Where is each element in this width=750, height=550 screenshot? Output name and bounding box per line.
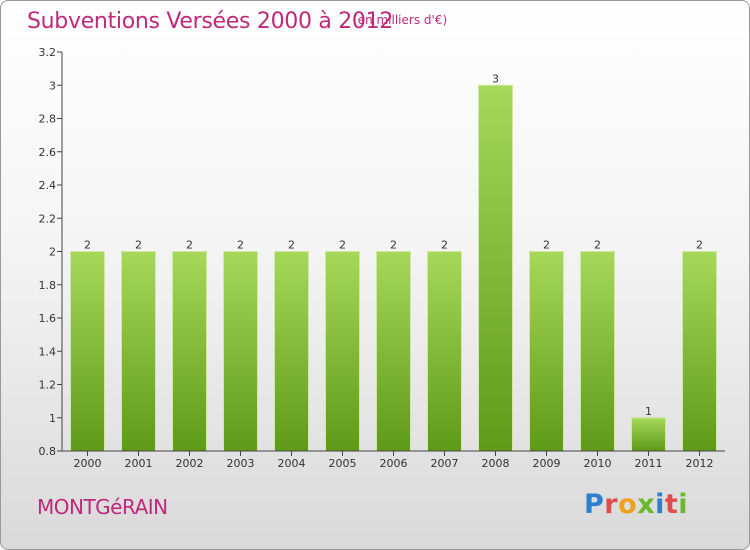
y-tick-label: 2.6 (39, 146, 57, 159)
x-tick-label: 2010 (584, 457, 612, 470)
logo-letter: P (584, 489, 605, 520)
data-label: 2 (594, 239, 601, 252)
data-label: 2 (543, 239, 550, 252)
y-tick-label: 1.6 (39, 312, 57, 325)
bar (427, 251, 462, 452)
logo-letter: i (678, 489, 689, 520)
logo-letter: i (655, 489, 665, 520)
proxiti-logo[interactable]: Proxiti (584, 489, 688, 520)
y-tick-label: 1 (49, 412, 56, 425)
x-tick-label: 2008 (482, 457, 510, 470)
data-label: 3 (492, 72, 499, 85)
data-label: 1 (645, 405, 652, 418)
bar (478, 84, 513, 452)
data-label: 2 (339, 239, 346, 252)
y-tick-label: 2 (49, 246, 56, 259)
data-label: 2 (135, 239, 142, 252)
y-tick-label: 2.8 (39, 113, 57, 126)
y-tick-label: 1.2 (39, 379, 57, 392)
bar (529, 251, 564, 452)
x-tick-label: 2005 (329, 457, 357, 470)
y-tick-label: 2.4 (39, 179, 57, 192)
y-tick-label: 1.4 (39, 345, 57, 358)
data-label: 2 (696, 239, 703, 252)
data-label: 2 (288, 239, 295, 252)
bar (172, 251, 207, 452)
data-label: 2 (390, 239, 397, 252)
logo-letter: x (637, 489, 656, 520)
x-tick-label: 2006 (380, 457, 408, 470)
bar (580, 251, 615, 452)
data-label: 2 (237, 239, 244, 252)
y-tick-label: 1.8 (39, 279, 57, 292)
bar (121, 251, 156, 452)
logo-letter: o (618, 489, 638, 520)
chart-subtitle: (en milliers d'€) (353, 13, 448, 27)
x-tick-label: 2007 (431, 457, 459, 470)
x-tick-label: 2012 (686, 457, 714, 470)
data-label: 2 (84, 239, 91, 252)
x-tick-label: 2000 (74, 457, 102, 470)
axis-layer: 0.8 1 1.2 1.4 1.6 1.8 2 2.2 2.4 2.6 2.8 3 3.2 2000 200… (39, 46, 725, 470)
data-label: 2 (186, 239, 193, 252)
y-tick-label: 3 (49, 79, 56, 92)
x-tick-label: 2002 (176, 457, 204, 470)
bar (70, 251, 105, 452)
x-tick-label: 2011 (635, 457, 663, 470)
logo-letter: r (604, 489, 619, 520)
y-tick-label: 2.2 (39, 212, 57, 225)
bar (631, 417, 666, 452)
bar (376, 251, 411, 452)
bar (274, 251, 309, 452)
y-tick-label: 3.2 (39, 46, 57, 59)
x-tick-label: 2001 (125, 457, 153, 470)
bar (223, 251, 258, 452)
data-label: 2 (441, 239, 448, 252)
x-tick-label: 2003 (227, 457, 255, 470)
bar (682, 251, 717, 452)
bar (325, 251, 360, 452)
chart-title: Subventions Versées 2000 à 2012 (27, 9, 394, 34)
y-tick-label: 0.8 (39, 445, 57, 458)
x-tick-label: 2004 (278, 457, 306, 470)
x-tick-label: 2009 (533, 457, 561, 470)
logo-letter: t (664, 489, 679, 520)
commune-name: MONTGéRAIN (37, 495, 168, 519)
bars-layer: 2 2 2 2 2 2 2 2 3 2 2 1 2 (70, 72, 717, 452)
